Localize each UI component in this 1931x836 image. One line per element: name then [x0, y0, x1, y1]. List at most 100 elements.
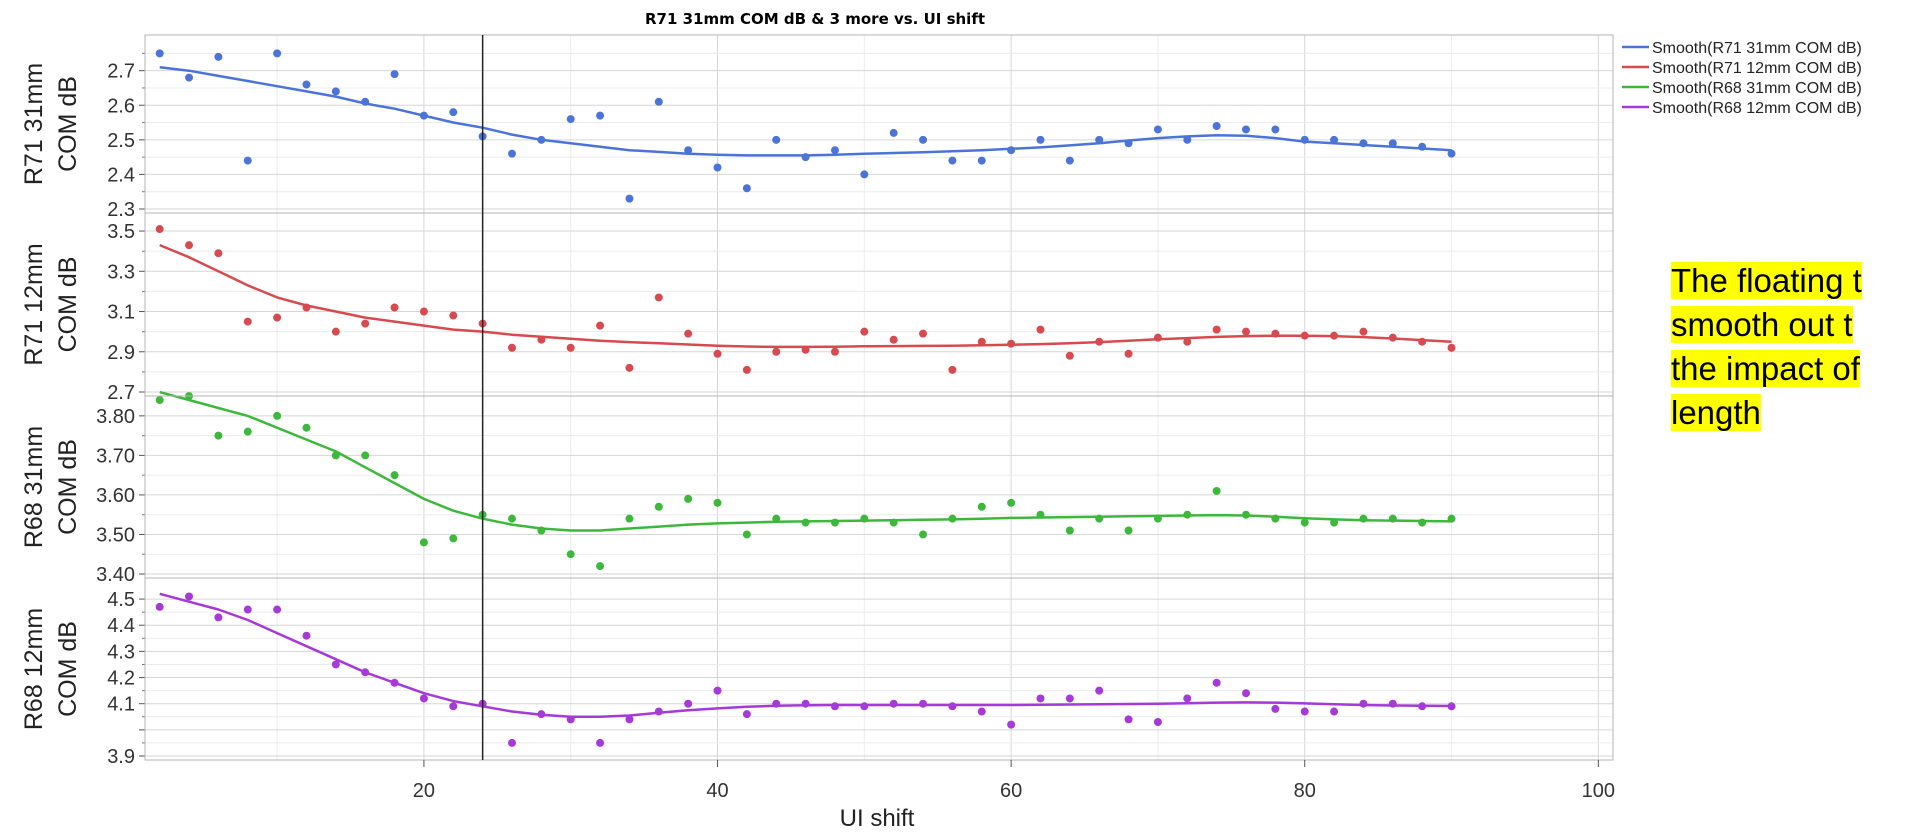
- y-tick-label: 2.7: [107, 382, 135, 404]
- panel: 3.9 4.1 4.2 4.3 4.4 4.5 R68 12mm COM dB: [20, 577, 1614, 768]
- y-tick-label: 2.6: [107, 95, 135, 117]
- data-point: [1065, 156, 1074, 165]
- data-point: [948, 702, 957, 711]
- data-point: [1124, 349, 1133, 358]
- data-point: [537, 335, 546, 344]
- data-point: [919, 699, 928, 708]
- legend-label: Smooth(R71 31mm COM dB): [1652, 40, 1862, 57]
- panel: 2.7 2.9 3.1 3.3 3.5 R71 12mm COM dB: [20, 212, 1614, 404]
- data-point: [1124, 139, 1133, 148]
- data-point: [1183, 337, 1192, 346]
- data-point: [155, 225, 164, 234]
- data-point: [1095, 514, 1104, 523]
- data-point: [742, 710, 751, 719]
- data-point: [449, 108, 458, 117]
- data-point: [860, 514, 869, 523]
- data-point: [1007, 498, 1016, 507]
- data-point: [625, 715, 634, 724]
- data-point: [713, 349, 722, 358]
- panel-background: [145, 213, 1613, 396]
- data-point: [419, 307, 428, 316]
- data-point: [772, 347, 781, 356]
- data-point: [977, 337, 986, 346]
- y-tick-label: 2.7: [107, 61, 135, 83]
- data-point: [449, 311, 458, 320]
- data-point: [684, 699, 693, 708]
- data-point: [1036, 694, 1045, 703]
- data-point: [1036, 510, 1045, 519]
- data-point: [331, 451, 340, 460]
- data-point: [1359, 514, 1368, 523]
- data-point: [566, 550, 575, 559]
- data-point: [713, 686, 722, 695]
- data-point: [713, 498, 722, 507]
- data-point: [948, 156, 957, 165]
- data-point: [801, 699, 810, 708]
- data-point: [361, 97, 370, 106]
- data-point: [948, 365, 957, 374]
- x-tick-label: 40: [706, 780, 728, 802]
- y-axis-label: COM dB: [54, 621, 82, 717]
- data-point: [830, 347, 839, 356]
- y-axis-label: COM dB: [54, 257, 82, 353]
- note-line: The floating t: [1671, 262, 1862, 299]
- data-point: [243, 156, 252, 165]
- note-line: length: [1671, 394, 1761, 431]
- data-point: [243, 317, 252, 326]
- y-tick-label: 3.5: [107, 221, 135, 243]
- chart-title: R71 31mm COM dB & 3 more vs. UI shift: [645, 10, 985, 28]
- data-point: [889, 699, 898, 708]
- data-point: [1036, 325, 1045, 334]
- data-point: [654, 97, 663, 106]
- data-point: [977, 502, 986, 511]
- data-point: [273, 411, 282, 420]
- data-point: [508, 738, 516, 747]
- data-point: [919, 329, 928, 338]
- data-point: [919, 530, 928, 539]
- data-point: [1271, 329, 1280, 338]
- data-point: [1007, 146, 1016, 155]
- data-point: [537, 135, 546, 144]
- x-tick-label: 80: [1294, 780, 1316, 802]
- data-point: [713, 163, 722, 172]
- data-point: [537, 710, 546, 719]
- data-point: [1242, 689, 1250, 698]
- data-point: [1212, 678, 1221, 687]
- data-point: [1300, 518, 1309, 527]
- data-point: [1300, 331, 1309, 340]
- data-point: [1212, 325, 1221, 334]
- x-tick-label: 20: [413, 780, 435, 802]
- data-point: [331, 327, 340, 336]
- data-point: [449, 534, 458, 543]
- y-tick-label: 3.50: [96, 524, 135, 546]
- data-point: [830, 702, 839, 711]
- data-point: [684, 494, 693, 503]
- data-point: [684, 329, 693, 338]
- data-point: [625, 514, 634, 523]
- y-axis-label: R71 12mm: [20, 243, 48, 365]
- data-point: [1388, 139, 1397, 148]
- data-point: [1065, 526, 1074, 535]
- panel-background: [145, 396, 1613, 578]
- y-tick-label: 3.70: [96, 445, 135, 467]
- data-point: [566, 715, 575, 724]
- data-point: [1418, 702, 1427, 711]
- data-point: [1242, 125, 1250, 134]
- data-point: [508, 343, 516, 352]
- legend: Smooth(R71 31mm COM dB) Smooth(R71 12mm C…: [1622, 40, 1862, 117]
- data-point: [185, 241, 194, 250]
- data-point: [860, 327, 869, 336]
- y-tick-label: 4.5: [107, 589, 135, 611]
- note-line: smooth out t: [1671, 306, 1853, 343]
- data-point: [801, 153, 810, 162]
- data-point: [449, 702, 458, 711]
- data-point: [390, 70, 399, 79]
- data-point: [1271, 704, 1280, 713]
- panel: 3.40 3.50 3.60 3.70 3.80 R68 31mm COM dB: [20, 390, 1614, 586]
- data-point: [302, 80, 311, 89]
- data-point: [419, 694, 428, 703]
- y-tick-label: 2.4: [107, 164, 135, 186]
- x-tick-label: 100: [1582, 780, 1615, 802]
- note-line: the impact of: [1671, 350, 1860, 387]
